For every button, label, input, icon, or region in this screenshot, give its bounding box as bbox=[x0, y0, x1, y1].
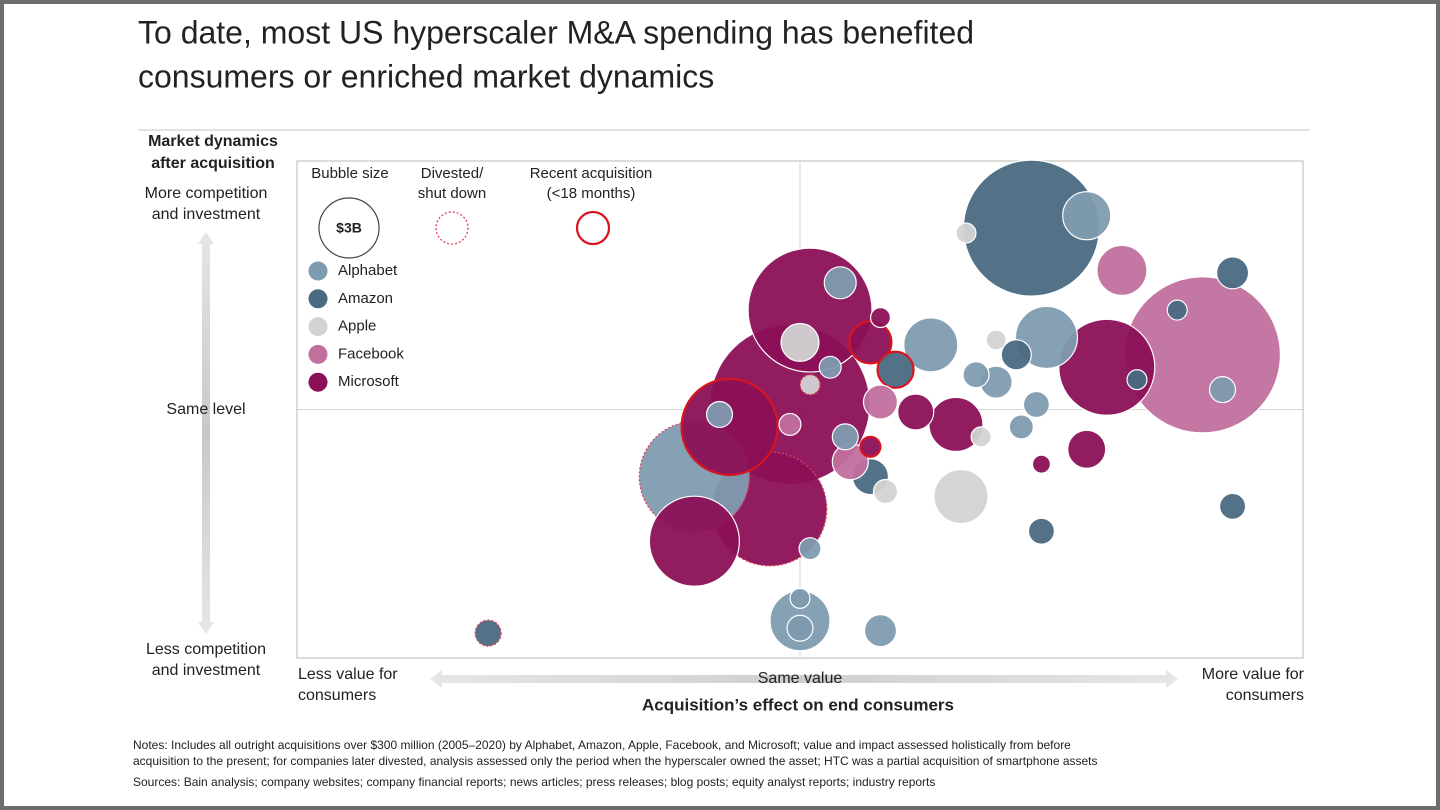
legend-title: Bubble size bbox=[311, 165, 389, 182]
legend-title: (<18 months) bbox=[547, 185, 636, 202]
y-label: Same level bbox=[166, 401, 245, 418]
legend-recent bbox=[575, 210, 611, 246]
bubble bbox=[933, 468, 989, 525]
bubble bbox=[1208, 376, 1237, 404]
legend-title: Recent acquisition bbox=[530, 165, 653, 182]
bubble bbox=[1067, 429, 1107, 469]
bubble bbox=[786, 614, 814, 642]
bubble bbox=[474, 619, 502, 647]
bubble bbox=[1126, 369, 1148, 391]
bubble bbox=[789, 587, 811, 609]
y-label: and investment bbox=[152, 206, 261, 223]
x-label: Same value bbox=[758, 670, 843, 687]
y-axis-title: Market dynamics bbox=[148, 133, 278, 150]
bubble bbox=[780, 322, 820, 362]
bubble bbox=[680, 377, 779, 476]
legend-size-label: $3B bbox=[336, 220, 362, 236]
legend-title: shut down bbox=[418, 185, 486, 202]
y-label: Less competition bbox=[146, 641, 266, 658]
x-label: More value for bbox=[1202, 666, 1305, 683]
bubble bbox=[863, 614, 898, 648]
chart-title: consumers or enriched market dynamics bbox=[138, 58, 714, 94]
bubble bbox=[1058, 318, 1156, 416]
bubble bbox=[869, 307, 892, 329]
bubble bbox=[897, 393, 935, 431]
bubble bbox=[1219, 492, 1247, 520]
bubble bbox=[799, 374, 821, 396]
bubble bbox=[859, 435, 882, 458]
y-arrow bbox=[198, 232, 214, 634]
bubble bbox=[798, 537, 822, 561]
bubble bbox=[872, 478, 899, 505]
x-label: Less value for bbox=[298, 666, 398, 683]
x-axis-title: Acquisition’s effect on end consumers bbox=[642, 695, 954, 714]
bubble bbox=[955, 222, 977, 244]
bubble bbox=[1027, 517, 1056, 545]
legend-label: Alphabet bbox=[338, 262, 398, 279]
bubble bbox=[1000, 339, 1032, 371]
bubble bbox=[1031, 454, 1052, 474]
bubble bbox=[1216, 256, 1250, 290]
legend-swatch bbox=[308, 289, 328, 309]
bubble bbox=[1008, 414, 1034, 440]
legend-swatch bbox=[308, 344, 328, 364]
bubble bbox=[705, 400, 734, 429]
bubble bbox=[831, 423, 859, 451]
y-label: More competition bbox=[145, 185, 268, 202]
bubble bbox=[823, 266, 857, 300]
bubble bbox=[1022, 390, 1050, 419]
bubble bbox=[862, 384, 899, 420]
bubble bbox=[962, 361, 990, 389]
legend-title: Divested/ bbox=[421, 165, 484, 182]
bubble bbox=[1096, 244, 1148, 296]
legend-size-circle bbox=[318, 197, 380, 259]
x-label: consumers bbox=[298, 687, 376, 704]
note: Notes: Includes all outright acquisition… bbox=[133, 738, 1071, 752]
bubble bbox=[876, 350, 915, 389]
bubble bbox=[848, 320, 893, 365]
source: Sources: Bain analysis; company websites… bbox=[133, 775, 935, 789]
y-label: and investment bbox=[152, 662, 261, 679]
x-label: consumers bbox=[1226, 687, 1304, 704]
bubble bbox=[778, 412, 802, 436]
legend-swatch bbox=[308, 317, 328, 337]
bubble bbox=[818, 355, 842, 379]
bubble bbox=[648, 495, 740, 587]
x-arrow bbox=[430, 670, 1178, 688]
y-axis-title: after acquisition bbox=[151, 155, 275, 172]
bubble bbox=[1062, 191, 1112, 241]
bubble bbox=[985, 329, 1007, 351]
legend-label: Facebook bbox=[338, 345, 404, 362]
legend-label: Microsoft bbox=[338, 373, 400, 390]
legend-label: Amazon bbox=[338, 290, 393, 307]
legend-label: Apple bbox=[338, 318, 376, 335]
chart-title: To date, most US hyperscaler M&A spendin… bbox=[138, 14, 974, 50]
note: acquisition to the present; for companie… bbox=[133, 754, 1098, 768]
legend-divested bbox=[435, 211, 469, 245]
bubble bbox=[903, 317, 959, 373]
legend-swatch bbox=[308, 261, 328, 281]
legend-swatch bbox=[308, 372, 328, 392]
bubble bbox=[970, 426, 992, 448]
bubble bbox=[1166, 299, 1188, 321]
